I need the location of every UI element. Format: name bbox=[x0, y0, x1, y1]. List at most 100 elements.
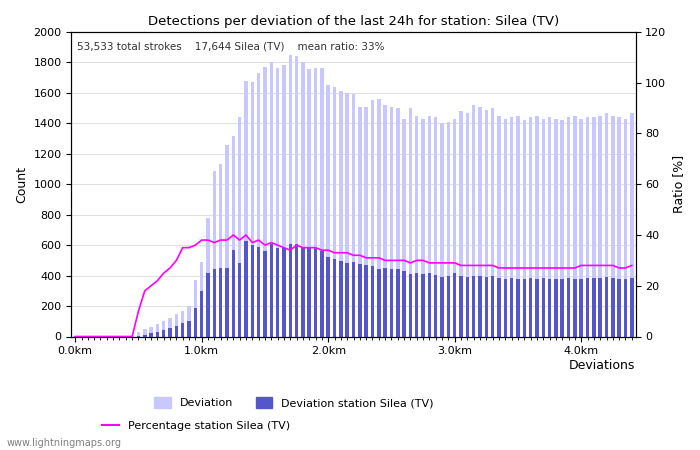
Bar bbox=[396, 270, 400, 337]
Bar bbox=[257, 73, 260, 337]
Bar bbox=[548, 117, 552, 337]
Bar bbox=[586, 278, 589, 337]
Bar bbox=[428, 273, 431, 337]
Bar bbox=[440, 277, 444, 337]
Bar bbox=[396, 108, 400, 337]
Bar bbox=[219, 268, 223, 337]
Percentage station Silea (TV) bbox=[128, 334, 136, 339]
Bar bbox=[402, 271, 406, 337]
Bar bbox=[440, 123, 444, 337]
Bar bbox=[168, 328, 172, 337]
X-axis label: Deviations: Deviations bbox=[569, 359, 636, 372]
Bar bbox=[276, 68, 279, 337]
Bar bbox=[288, 55, 292, 337]
Bar bbox=[244, 81, 248, 337]
Text: 53,533 total strokes    17,644 Silea (TV)    mean ratio: 33%: 53,533 total strokes 17,644 Silea (TV) m… bbox=[77, 41, 384, 51]
Bar bbox=[301, 247, 304, 337]
Bar bbox=[188, 306, 191, 337]
Bar bbox=[491, 108, 494, 337]
Bar bbox=[421, 274, 425, 337]
Bar bbox=[314, 68, 317, 337]
Bar bbox=[377, 99, 381, 337]
Bar bbox=[345, 93, 349, 337]
Bar bbox=[162, 330, 165, 337]
Percentage station Silea (TV) bbox=[293, 243, 301, 248]
Bar bbox=[307, 247, 311, 337]
Bar bbox=[478, 275, 482, 337]
Bar bbox=[143, 329, 146, 337]
Bar bbox=[365, 107, 368, 337]
Bar bbox=[295, 56, 298, 337]
Bar bbox=[320, 68, 323, 337]
Bar bbox=[611, 116, 615, 337]
Bar bbox=[421, 119, 425, 337]
Bar bbox=[251, 82, 254, 337]
Bar bbox=[390, 107, 393, 337]
Bar bbox=[352, 94, 355, 337]
Bar bbox=[124, 336, 127, 337]
Bar bbox=[586, 117, 589, 337]
Bar bbox=[390, 270, 393, 337]
Bar bbox=[630, 112, 634, 337]
Bar bbox=[415, 116, 419, 337]
Bar bbox=[548, 279, 552, 337]
Bar bbox=[503, 119, 507, 337]
Bar bbox=[263, 251, 267, 337]
Bar bbox=[484, 110, 488, 337]
Bar bbox=[384, 105, 387, 337]
Bar bbox=[434, 275, 438, 337]
Bar bbox=[503, 279, 507, 337]
Bar bbox=[491, 276, 494, 337]
Bar bbox=[428, 116, 431, 337]
Bar bbox=[573, 116, 577, 337]
Bar bbox=[510, 278, 513, 337]
Legend: Deviation, Deviation station Silea (TV): Deviation, Deviation station Silea (TV) bbox=[150, 392, 438, 413]
Y-axis label: Ratio [%]: Ratio [%] bbox=[672, 155, 685, 213]
Bar bbox=[459, 275, 463, 337]
Bar bbox=[542, 278, 545, 337]
Bar bbox=[529, 278, 532, 337]
Bar bbox=[80, 336, 83, 337]
Bar bbox=[194, 280, 197, 337]
Bar bbox=[611, 278, 615, 337]
Percentage station Silea (TV) bbox=[71, 334, 79, 339]
Percentage station Silea (TV) bbox=[141, 288, 149, 293]
Bar bbox=[402, 119, 406, 337]
Percentage station Silea (TV) bbox=[570, 265, 579, 270]
Bar bbox=[118, 336, 121, 337]
Bar bbox=[263, 67, 267, 337]
Bar bbox=[573, 279, 577, 337]
Bar bbox=[529, 117, 532, 337]
Bar bbox=[624, 279, 627, 337]
Bar bbox=[232, 136, 235, 337]
Bar bbox=[415, 273, 419, 337]
Bar bbox=[168, 318, 172, 337]
Bar bbox=[206, 273, 210, 337]
Bar bbox=[345, 263, 349, 337]
Bar bbox=[409, 274, 412, 337]
Bar bbox=[213, 269, 216, 337]
Bar bbox=[257, 247, 260, 337]
Bar bbox=[510, 117, 513, 337]
Bar bbox=[194, 307, 197, 337]
Bar bbox=[516, 279, 519, 337]
Bar bbox=[339, 91, 342, 337]
Line: Percentage station Silea (TV): Percentage station Silea (TV) bbox=[75, 235, 632, 337]
Bar bbox=[288, 243, 292, 337]
Bar bbox=[459, 111, 463, 337]
Bar bbox=[484, 277, 488, 337]
Bar bbox=[516, 116, 519, 337]
Bar bbox=[200, 262, 204, 337]
Bar bbox=[561, 120, 564, 337]
Bar bbox=[592, 278, 596, 337]
Bar bbox=[497, 278, 500, 337]
Bar bbox=[136, 336, 140, 337]
Bar bbox=[447, 275, 450, 337]
Bar bbox=[181, 310, 185, 337]
Bar bbox=[554, 279, 558, 337]
Bar bbox=[617, 279, 621, 337]
Bar bbox=[536, 116, 539, 337]
Percentage station Silea (TV) bbox=[229, 232, 237, 238]
Bar bbox=[238, 263, 242, 337]
Bar bbox=[358, 107, 362, 337]
